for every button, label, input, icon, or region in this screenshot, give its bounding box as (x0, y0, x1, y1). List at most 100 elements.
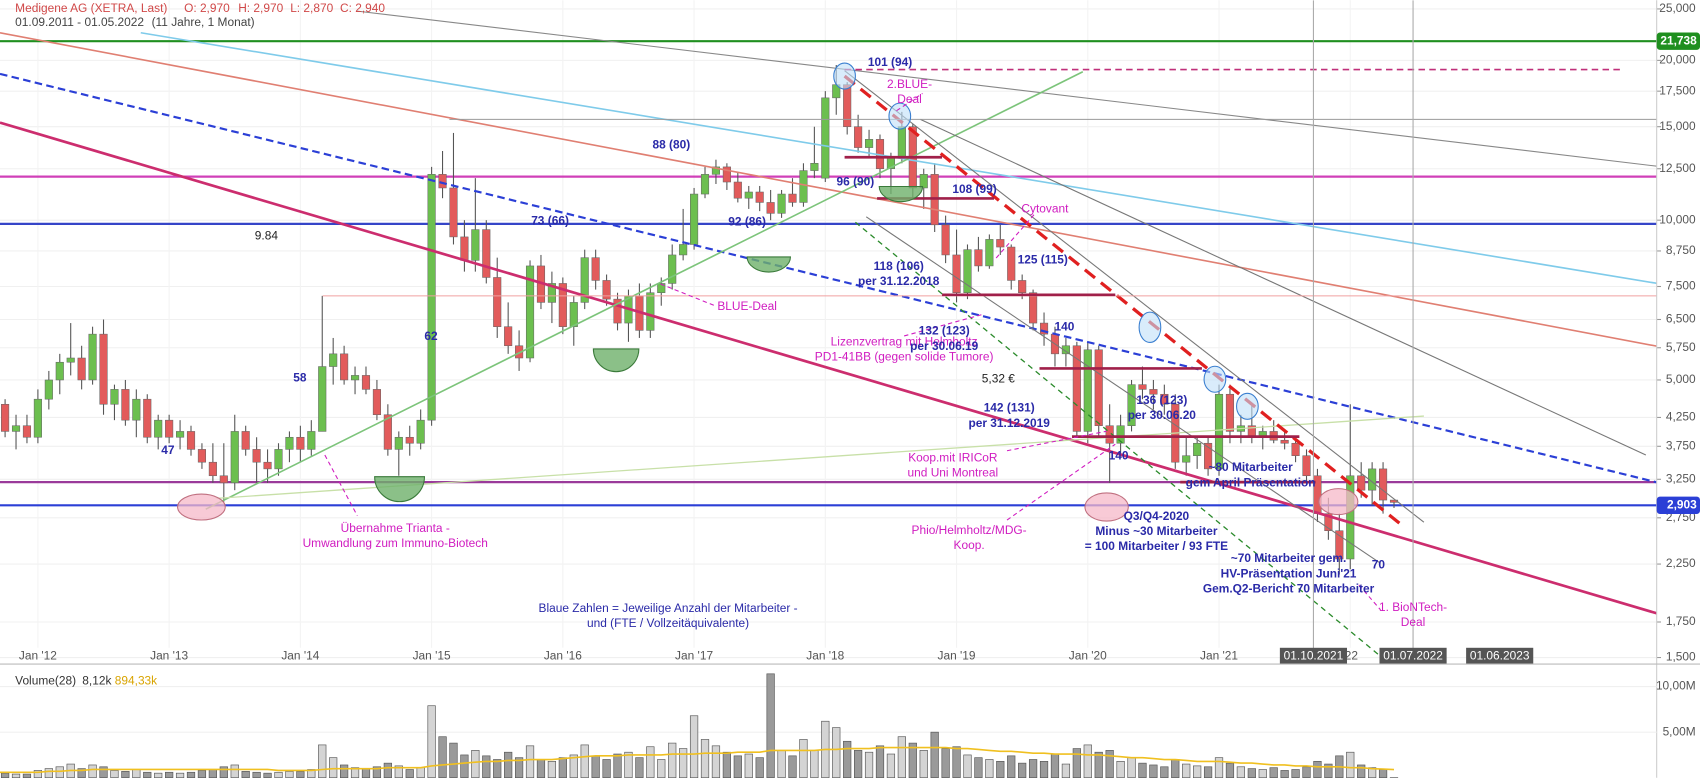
annotation: Übernahme Trianta - (341, 521, 450, 535)
candle-body (1182, 455, 1191, 463)
trend-line (920, 118, 1647, 456)
highlight (1236, 392, 1259, 420)
volume-bar (897, 736, 906, 778)
volume-bar (624, 751, 633, 778)
volume-bar (602, 759, 611, 778)
volume-bar (383, 762, 392, 778)
volume-bar (711, 745, 721, 778)
candle-body (1007, 246, 1016, 281)
annotation: Cytovant (1021, 201, 1069, 215)
volume-bar (219, 766, 228, 778)
candle-body (700, 174, 710, 195)
y-tick-label: 1,750 (1666, 614, 1696, 628)
volume-bar (175, 772, 185, 778)
green-halves (374, 185, 924, 503)
volume-bar (1160, 766, 1169, 778)
highlight (833, 62, 856, 90)
volume-bar (1007, 755, 1016, 778)
volume-bar (493, 759, 502, 778)
candle-body (569, 302, 578, 327)
volume-bar (766, 673, 775, 778)
candle-body (1346, 475, 1355, 560)
volume-bar (843, 740, 852, 778)
trend-line (855, 221, 1387, 662)
candle-body (646, 292, 655, 331)
highlight (888, 102, 912, 130)
annotation: und Uni Montreal (908, 466, 999, 480)
candle-body (1335, 530, 1344, 560)
candle-body (340, 353, 349, 381)
level-tag-label: 2,903 (1667, 497, 1697, 511)
volume-bar (547, 760, 557, 778)
candle-body (744, 191, 753, 199)
volume-bar (1116, 760, 1125, 778)
candle-body (1214, 393, 1224, 470)
x-tick-label: Jan '21 (1200, 649, 1238, 663)
candle-body (1, 403, 10, 432)
volume-bar (1105, 750, 1114, 778)
volume-bar (132, 769, 141, 778)
candle-body (165, 419, 174, 438)
annotation: Gem.Q2-Bericht 70 Mitarbeiter (1203, 581, 1375, 595)
candle-body (788, 193, 797, 203)
volume-bar (165, 771, 174, 778)
date-marker-label: 01.07.2022 (1383, 649, 1443, 663)
volume-bar (1018, 762, 1027, 778)
candle-body (263, 461, 272, 470)
volume-bar (438, 736, 447, 778)
candle-body (1204, 442, 1213, 470)
volume-bar (99, 766, 108, 778)
candle-body (985, 239, 994, 267)
volume-bar (285, 771, 294, 778)
volume-bar (996, 760, 1005, 778)
candle-body (154, 419, 163, 438)
leader (1006, 443, 1116, 521)
y-tick-label: 3,750 (1666, 438, 1696, 452)
candle-body (186, 431, 196, 450)
candle-body (110, 389, 119, 405)
annotation: 118 (106) (874, 259, 924, 273)
candle-body (493, 277, 502, 327)
x-tick-label: Jan '14 (281, 649, 319, 663)
volume-bar (482, 755, 491, 778)
volume-bar (733, 755, 742, 778)
annotation: Phio/Helmholtz/MDG- (912, 523, 1027, 537)
candle-body (711, 166, 721, 175)
volume-bar (22, 773, 32, 778)
annotation: Q3/Q4-2020 (1124, 509, 1190, 523)
y-tick-label: 17,500 (1659, 83, 1696, 97)
volume-bar (744, 753, 753, 778)
candle-body (613, 298, 622, 324)
volume-bar (788, 755, 797, 778)
volume-bar (1225, 762, 1235, 778)
candle-body (1116, 425, 1125, 444)
candle-body (252, 449, 261, 463)
annotation: 58 (293, 370, 307, 384)
candle-body (405, 436, 414, 444)
volume-bar (1094, 751, 1103, 778)
volume-bar (832, 727, 841, 778)
candle-body (1029, 292, 1038, 324)
candle-body (591, 257, 600, 281)
annotation: 96 (90) (837, 174, 875, 188)
volume-bar (416, 767, 425, 778)
volume-bar (635, 757, 644, 778)
candle-body (66, 357, 75, 363)
annotation: 5,32 € (982, 371, 1015, 385)
trend-line (140, 31, 1657, 285)
volume-bar (1072, 748, 1081, 778)
candle-body (143, 398, 152, 438)
y-tick-label: 5,750 (1666, 340, 1696, 354)
candle-body (504, 326, 513, 347)
candle-body (350, 375, 360, 381)
annotation: Lizenzvertrag mit Helmholtz (831, 335, 978, 349)
level-tag (1656, 32, 1700, 50)
volume-bar (1313, 760, 1322, 778)
candle-body (329, 353, 338, 367)
candle-body (1018, 280, 1027, 293)
volume-pane: 10,00M 5,00M (0, 673, 1696, 778)
volume-bar (143, 771, 152, 778)
volume-bar (591, 755, 600, 778)
x-tick-label: Jan '18 (806, 649, 844, 663)
